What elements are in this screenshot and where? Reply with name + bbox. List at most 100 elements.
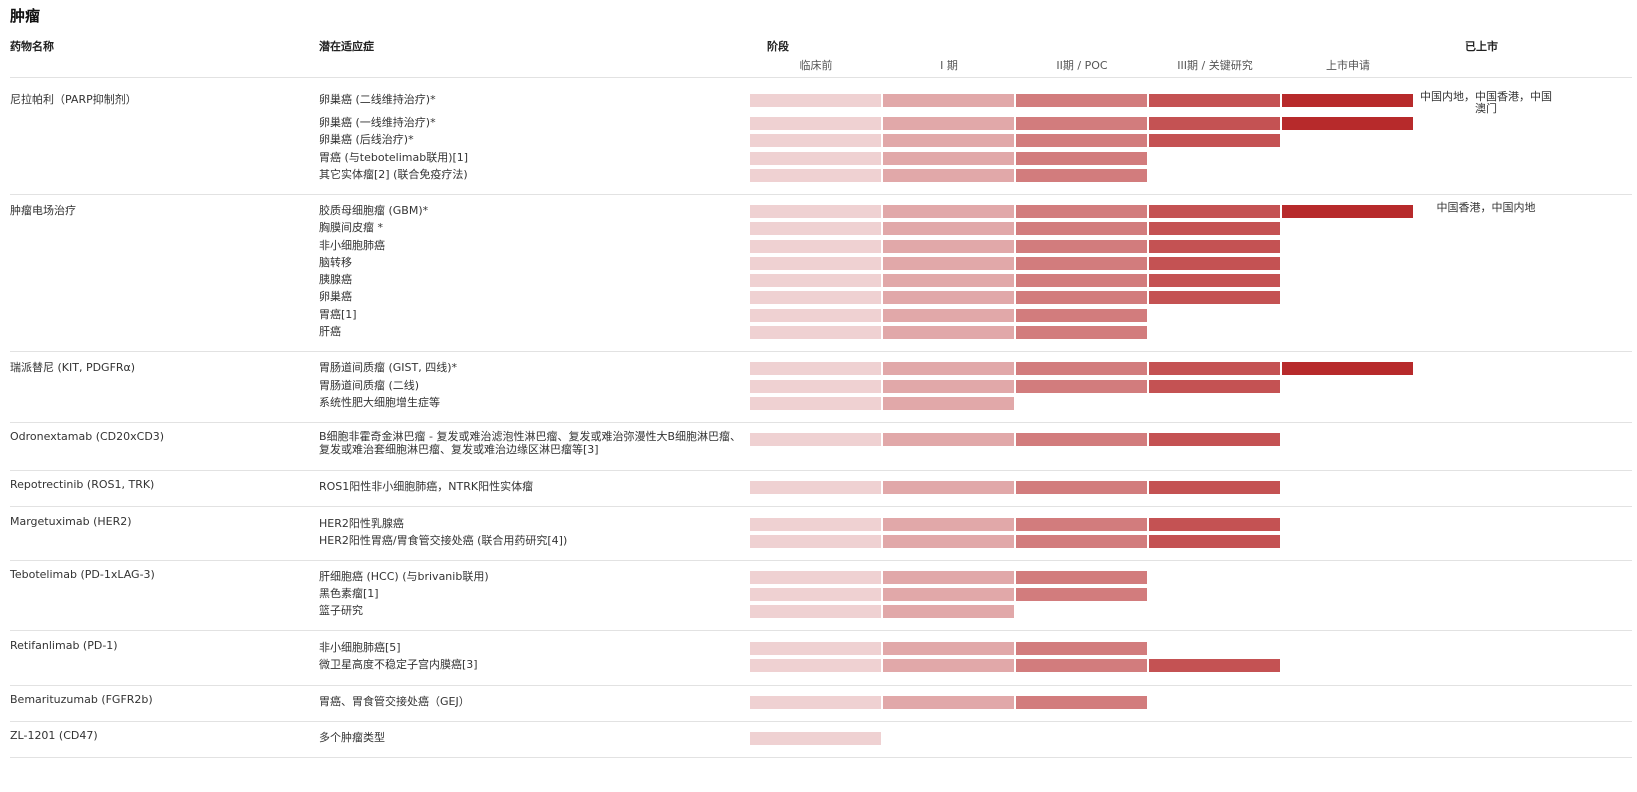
indication-label: 胸膜间皮瘤 * xyxy=(319,221,383,234)
stage-label-filing: 上市申请 xyxy=(1326,59,1370,72)
stage-bar-segment xyxy=(883,535,1014,548)
stage-bar-segment xyxy=(750,152,881,165)
stage-bar-segment xyxy=(1282,205,1413,218)
row-divider xyxy=(10,630,1632,631)
stage-bar-segment xyxy=(1016,205,1147,218)
stage-label-phase-1: I 期 xyxy=(940,59,958,72)
stage-bar-segment xyxy=(1282,117,1413,130)
drug-name: 尼拉帕利（PARP抑制剂） xyxy=(10,93,137,106)
drug-name: ZL-1201 (CD47) xyxy=(10,729,98,742)
indication-label: 胶质母细胞瘤 (GBM)* xyxy=(319,204,429,217)
stage-bar-segment xyxy=(750,642,881,655)
drug-name: Repotrectinib (ROS1, TRK) xyxy=(10,478,155,491)
stage-bar-segment xyxy=(883,205,1014,218)
stage-bar-segment xyxy=(750,326,881,339)
indication-label: 非小细胞肺癌[5] xyxy=(319,641,401,654)
stage-bar-segment xyxy=(883,274,1014,287)
stage-bar-segment xyxy=(1149,240,1280,253)
stage-bar-segment xyxy=(750,257,881,270)
stage-label-preclinical: 临床前 xyxy=(799,59,833,72)
indication-label: 胰腺癌 xyxy=(319,273,352,286)
stage-bar-segment xyxy=(1016,659,1147,672)
indication-label: 非小细胞肺癌 xyxy=(319,239,385,252)
stage-bar-segment xyxy=(883,240,1014,253)
stage-bar-segment xyxy=(1016,481,1147,494)
indication-label: 其它实体瘤[2] (联合免疫疗法) xyxy=(319,168,468,181)
drug-name: Retifanlimab (PD-1) xyxy=(10,639,118,652)
stage-bar-segment xyxy=(1149,433,1280,446)
stage-bar-segment xyxy=(883,94,1014,107)
stage-bar-segment xyxy=(750,222,881,235)
stage-bar-segment xyxy=(750,274,881,287)
stage-bar-segment xyxy=(750,397,881,410)
indication-label: 多个肿瘤类型 xyxy=(319,731,385,744)
marketed-regions: 中国内地，中国香港，中国澳门 xyxy=(1420,90,1552,115)
stage-bar-segment xyxy=(750,117,881,130)
indication-label: 脑转移 xyxy=(319,256,352,269)
stage-bar-segment xyxy=(750,134,881,147)
indication-label: 微卫星高度不稳定子宫内膜癌[3] xyxy=(319,658,478,671)
indication-label: 胃肠道间质瘤 (二线) xyxy=(319,379,420,392)
stage-bar-segment xyxy=(1149,274,1280,287)
stage-bar-segment xyxy=(750,571,881,584)
stage-bar-segment xyxy=(1016,642,1147,655)
stage-bar-segment xyxy=(750,481,881,494)
stage-bar-segment xyxy=(1149,291,1280,304)
row-divider xyxy=(10,77,1632,78)
marketed-regions: 中国香港，中国内地 xyxy=(1436,201,1536,214)
stage-bar-segment xyxy=(883,605,1014,618)
stage-bar-segment xyxy=(883,481,1014,494)
stage-bar-segment xyxy=(1149,481,1280,494)
stage-bar-segment xyxy=(1149,659,1280,672)
stage-bar-segment xyxy=(1016,169,1147,182)
indication-label: 卵巢癌 (后线治疗)* xyxy=(319,133,414,146)
stage-bar-segment xyxy=(750,518,881,531)
stage-bar-segment xyxy=(1149,535,1280,548)
indication-label: 肝细胞癌 (HCC) (与brivanib联用) xyxy=(319,570,489,583)
stage-bar-segment xyxy=(1149,134,1280,147)
row-divider xyxy=(10,194,1632,195)
stage-bar-segment xyxy=(750,659,881,672)
indication-label: 胃肠道间质瘤 (GIST, 四线)* xyxy=(319,361,458,374)
drug-name: Bemarituzumab (FGFR2b) xyxy=(10,693,153,706)
stage-bar-segment xyxy=(883,642,1014,655)
indication-label: 黑色素瘤[1] xyxy=(319,587,379,600)
stage-bar-segment xyxy=(1016,274,1147,287)
stage-bar-segment xyxy=(750,696,881,709)
stage-bar-segment xyxy=(883,257,1014,270)
stage-bar-segment xyxy=(883,659,1014,672)
stage-bar-segment xyxy=(1282,94,1413,107)
drug-name: Odronextamab (CD20xCD3) xyxy=(10,430,165,443)
stage-bar-segment xyxy=(883,326,1014,339)
stage-bar-segment xyxy=(1016,518,1147,531)
stage-bar-segment xyxy=(750,433,881,446)
stage-bar-segment xyxy=(1149,362,1280,375)
stage-bar-segment xyxy=(1016,291,1147,304)
stage-bar-segment xyxy=(1149,257,1280,270)
stage-label-phase-3: III期 / 关键研究 xyxy=(1177,59,1253,72)
drug-name: 瑞派替尼 (KIT, PDGFRα) xyxy=(10,361,136,374)
stage-bar-segment xyxy=(883,362,1014,375)
indication-label: 卵巢癌 (二线维持治疗)* xyxy=(319,93,436,106)
drug-name: Tebotelimab (PD-1xLAG-3) xyxy=(10,568,155,581)
indication-label: B细胞非霍奇金淋巴瘤 - 复发或难治滤泡性淋巴瘤、复发或难治弥漫性大B细胞淋巴瘤… xyxy=(319,430,742,456)
drug-name: 肿瘤电场治疗 xyxy=(10,204,76,217)
stage-bar-segment xyxy=(1149,518,1280,531)
header-drug-name: 药物名称 xyxy=(10,40,54,53)
stage-bar-segment xyxy=(1016,535,1147,548)
indication-label: 胃癌[1] xyxy=(319,308,357,321)
stage-bar-segment xyxy=(1149,205,1280,218)
indication-label: ROS1阳性非小细胞肺癌，NTRK阳性实体瘤 xyxy=(319,480,534,493)
stage-bar-segment xyxy=(1149,380,1280,393)
indication-label: 卵巢癌 xyxy=(319,290,352,303)
stage-bar-segment xyxy=(1016,222,1147,235)
stage-bar-segment xyxy=(883,433,1014,446)
stage-bar-segment xyxy=(1016,380,1147,393)
stage-bar-segment xyxy=(750,362,881,375)
row-divider xyxy=(10,470,1632,471)
stage-bar-segment xyxy=(883,134,1014,147)
stage-bar-segment xyxy=(1282,362,1413,375)
stage-bar-segment xyxy=(883,397,1014,410)
stage-bar-segment xyxy=(750,309,881,322)
indication-label: 篮子研究 xyxy=(319,604,363,617)
